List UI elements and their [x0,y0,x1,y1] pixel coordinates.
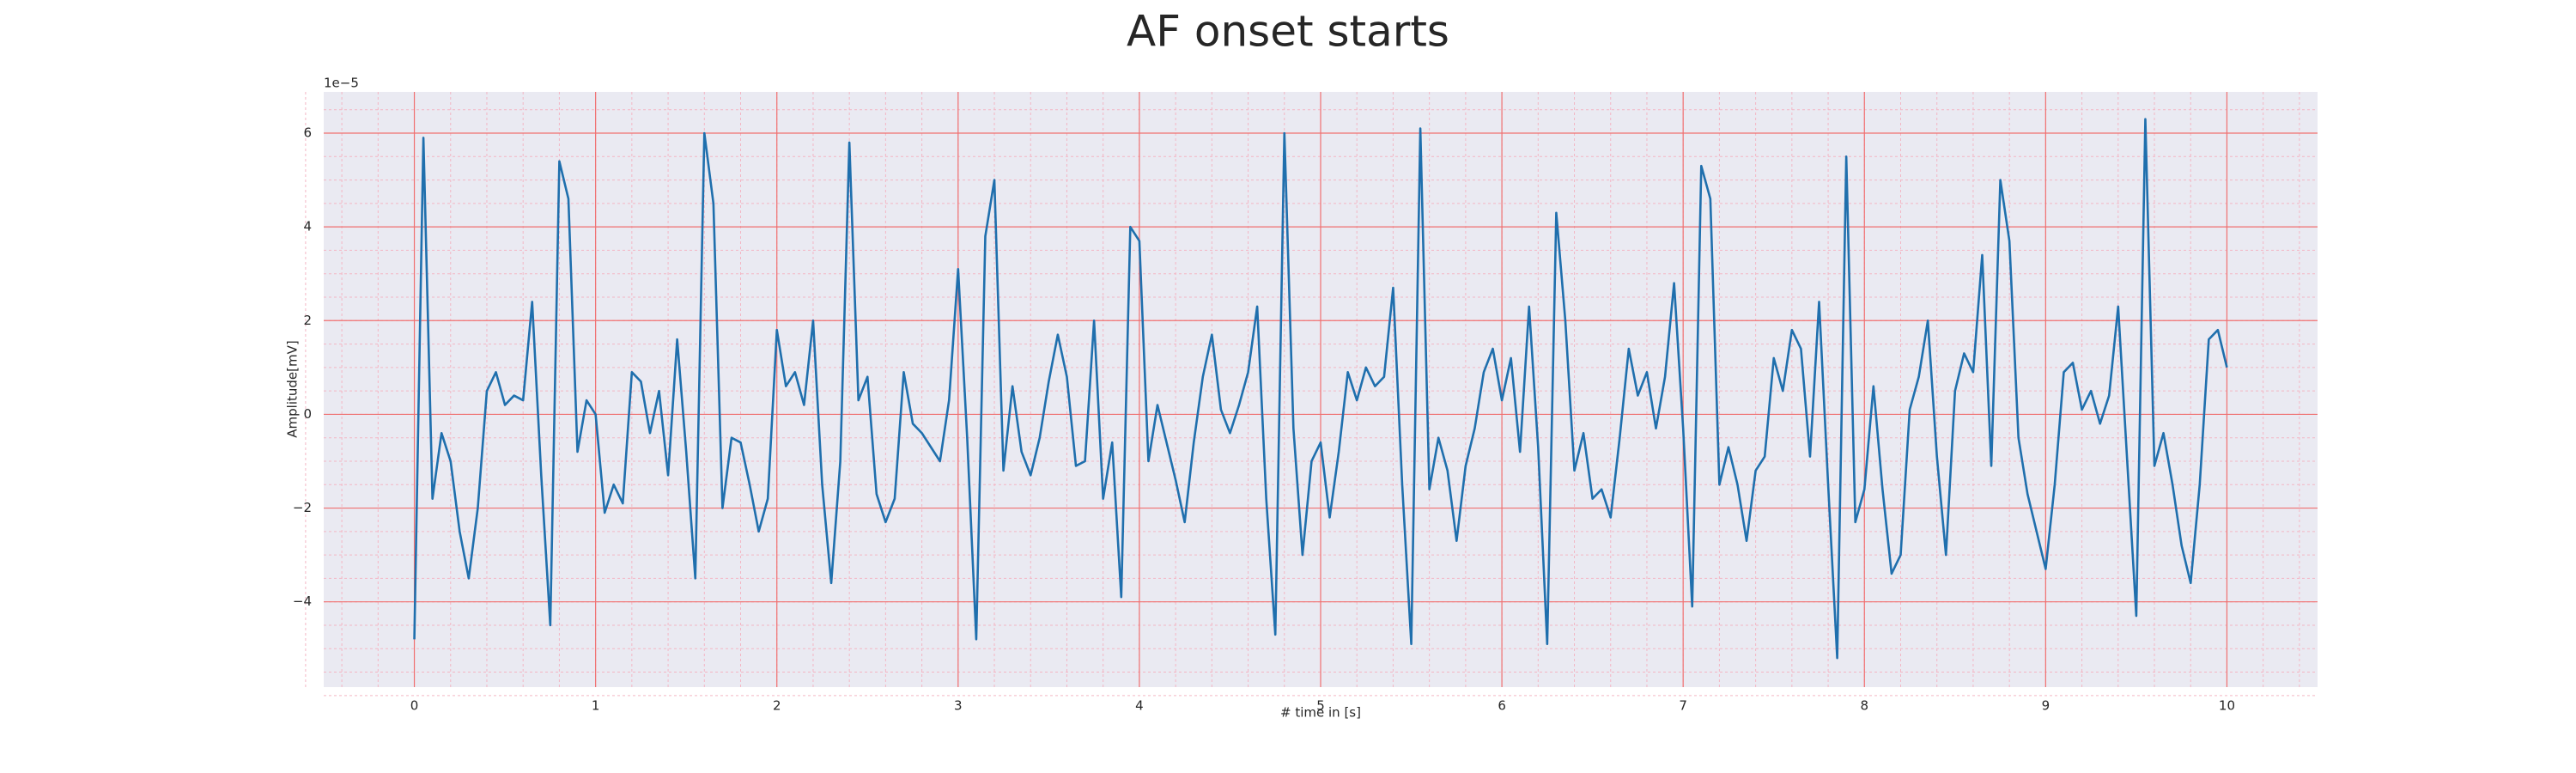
x-tick-label: 1 [592,698,600,714]
y-tick-label: 0 [303,406,312,422]
x-tick-label: 9 [2042,698,2050,714]
y-axis-label: Amplitude[mV] [285,340,301,437]
x-tick-label: 2 [773,698,781,714]
chart-title: AF onset starts [1127,7,1449,57]
y-tick-label: 4 [303,219,312,234]
y-tick-label: −4 [293,593,312,609]
grid [305,92,2318,697]
x-tick-label: 7 [1679,698,1687,714]
labels: 0 1 2 3 4 5 6 7 8 9 10 −4 −2 0 2 4 6 [293,125,2235,714]
x-tick-label: 8 [1860,698,1868,714]
x-tick-label: 5 [1316,698,1325,714]
x-axis-label: # time in [s] [1280,705,1361,721]
x-tick-label: 10 [2219,698,2235,714]
x-tick-label: 3 [954,698,963,714]
x-tick-label: 6 [1498,698,1506,714]
data [413,118,2228,660]
x-tick-label: 0 [410,698,419,714]
x-tick-label: 4 [1135,698,1144,714]
y-tick-label: 6 [303,125,312,141]
y-tick-label: −2 [293,500,312,515]
y-offset-label: 1e−5 [324,76,359,91]
y-tick-label: 2 [303,313,312,328]
line-series [413,118,2228,660]
